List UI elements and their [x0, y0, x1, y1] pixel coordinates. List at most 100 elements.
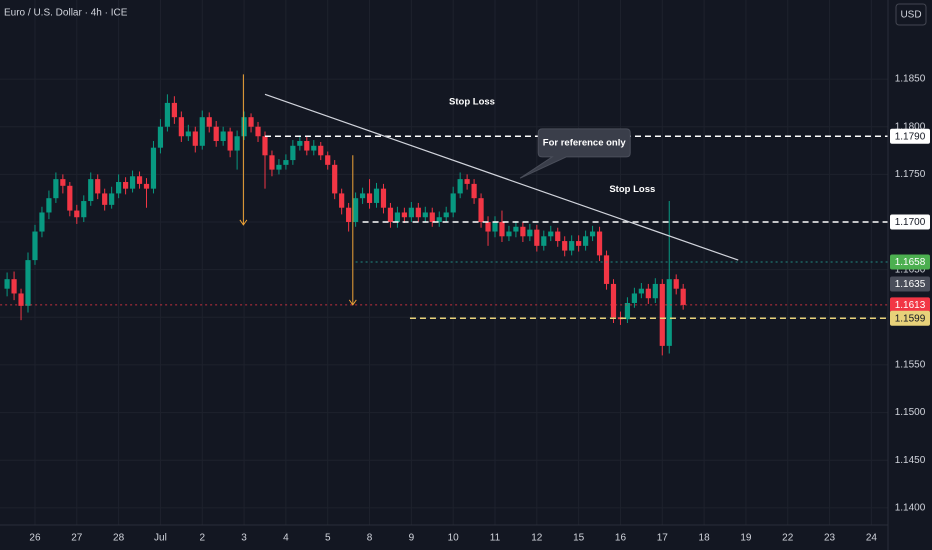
candle-body: [576, 241, 582, 246]
candle-body: [527, 229, 533, 237]
candle-body: [318, 145, 324, 156]
candle-body: [548, 231, 554, 237]
candle-body: [60, 179, 66, 186]
x-tick-label: 10: [448, 533, 460, 544]
candle-body: [332, 164, 338, 194]
currency-label[interactable]: USD: [900, 10, 921, 21]
candle-body: [262, 136, 268, 156]
x-tick-label: 27: [71, 533, 83, 544]
candle-body: [366, 193, 373, 203]
y-tick-label: 1.1500: [895, 407, 926, 418]
candle-body: [659, 283, 665, 346]
annotation: Stop Loss: [609, 184, 655, 195]
candle-body: [325, 155, 331, 165]
x-tick-label: 23: [824, 533, 836, 544]
candle-body: [116, 181, 122, 194]
x-tick-label: 5: [325, 533, 331, 544]
price-tag: [890, 310, 930, 326]
x-tick-label: 8: [367, 533, 373, 544]
x-tick-label: 3: [241, 533, 247, 544]
y-tick-label: 1.1400: [895, 502, 926, 513]
candle-body: [506, 231, 512, 237]
candle-body: [583, 236, 589, 246]
candle-body: [109, 193, 115, 205]
x-tick-label: 15: [573, 533, 585, 544]
candle-body: [464, 179, 470, 184]
candle-body: [255, 126, 261, 137]
candle-body: [499, 222, 505, 237]
candle-body: [11, 279, 17, 294]
candle-body: [25, 260, 31, 306]
price-tag: [890, 276, 930, 292]
candle-body: [408, 207, 414, 218]
candle-body: [164, 102, 171, 127]
candle-body: [471, 183, 477, 199]
candle-body: [283, 160, 289, 165]
candle-body: [610, 283, 617, 318]
price-tag: [890, 128, 930, 144]
candle-body: [534, 229, 540, 246]
grid: [0, 0, 888, 525]
candle-body: [478, 198, 484, 223]
x-tick-label: 22: [782, 533, 794, 544]
candle-body: [171, 102, 177, 118]
candle-body: [213, 126, 219, 142]
candle-body: [415, 207, 421, 218]
candle-body: [18, 293, 24, 306]
candle-body: [53, 179, 59, 199]
candle-body: [603, 255, 610, 284]
candle-body: [95, 179, 101, 194]
candle-body: [555, 231, 561, 242]
y-tick-label: 1.1550: [895, 360, 926, 371]
candle-body: [401, 212, 407, 218]
candle-body: [638, 288, 644, 294]
candle-body: [185, 131, 191, 137]
candle-body: [380, 188, 387, 208]
candle-body: [297, 141, 303, 146]
candle-body: [136, 176, 143, 184]
x-tick-label: 18: [699, 533, 711, 544]
candle-body: [32, 231, 38, 261]
candle-body: [680, 288, 686, 305]
candle-body: [304, 141, 310, 151]
candle-body: [429, 212, 435, 223]
candle-body: [645, 288, 651, 299]
candle-body: [143, 183, 150, 189]
candle-body: [373, 188, 380, 203]
price-tag-label: 1.1635: [895, 279, 926, 290]
y-tick-label: 1.1750: [895, 169, 926, 180]
candle-body: [562, 241, 568, 251]
candle-body: [311, 145, 317, 151]
arrow-head: [239, 219, 248, 226]
x-tick-label: 12: [531, 533, 543, 544]
annotation: Stop Loss: [449, 96, 495, 107]
candle-body: [541, 236, 547, 246]
candle-body: [290, 145, 296, 161]
candle-body: [631, 293, 637, 303]
x-tick-label: Jul: [154, 533, 167, 544]
candle-body: [74, 210, 80, 218]
candle-body: [46, 198, 52, 213]
candle-body: [102, 193, 108, 205]
y-tick-label: 1.1650: [895, 264, 926, 275]
candle-body: [569, 241, 575, 251]
candle-body: [673, 279, 679, 289]
candle-body: [339, 193, 345, 208]
candle-body: [589, 231, 596, 237]
x-tick-label: 11: [490, 533, 501, 544]
candle-body: [596, 231, 603, 256]
y-tick-label: 1.1800: [895, 121, 926, 132]
candle-body: [150, 147, 157, 189]
candle-body: [269, 155, 275, 170]
candle-body: [346, 207, 352, 223]
candle-body: [436, 217, 442, 223]
price-tag: [890, 214, 930, 230]
currency-button[interactable]: [895, 3, 927, 26]
price-tag-label: 1.1700: [895, 217, 926, 228]
x-tick-label: 19: [740, 533, 752, 544]
candle-body: [353, 198, 359, 223]
candle-body: [276, 164, 282, 170]
